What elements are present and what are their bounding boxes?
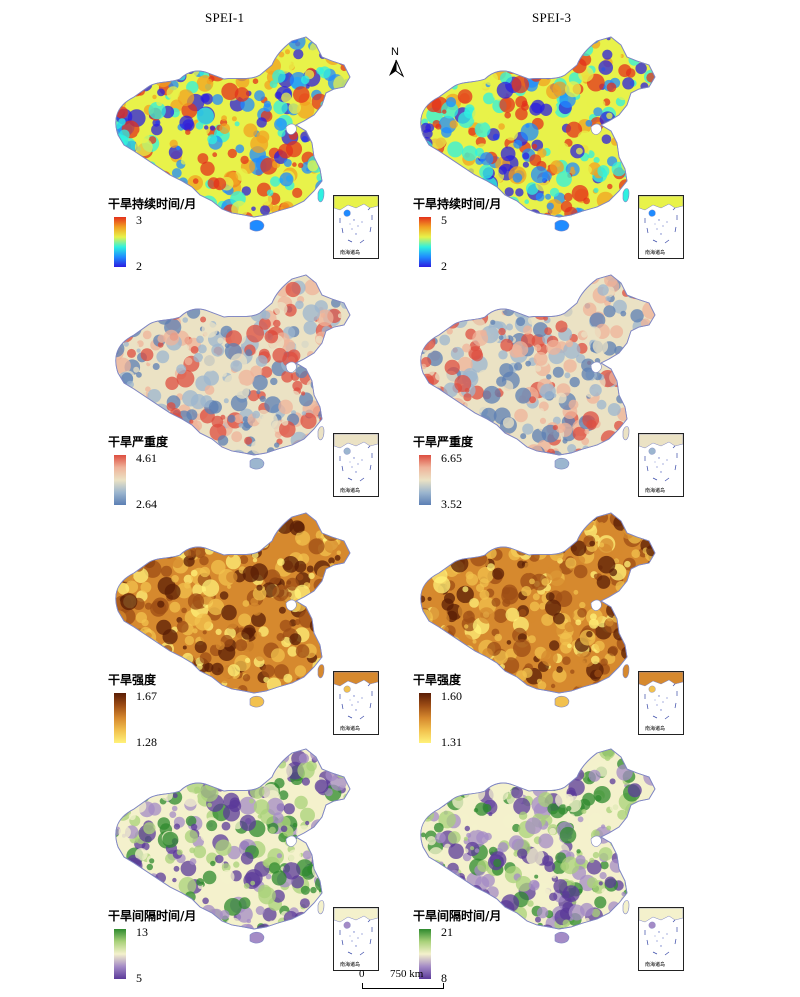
north-arrow: N: [386, 46, 406, 80]
legend-min: 8: [441, 971, 447, 985]
inset-label: 南海诸岛: [645, 250, 666, 256]
inset-label: 南海诸岛: [645, 726, 666, 732]
map-panel-row2-col2: 干旱严重度 6.65 3.52: [405, 273, 705, 511]
legend-max: 5: [441, 213, 447, 227]
legend-min: 3.52: [441, 497, 462, 511]
legend-title: 干旱强度: [108, 673, 157, 687]
legend-min: 1.31: [441, 735, 462, 749]
china-map: [115, 748, 351, 944]
legend-max: 6.65: [441, 451, 462, 465]
legend-title: 干旱持续时间/月: [413, 197, 502, 211]
column-title-spei3: SPEI-3: [532, 10, 572, 25]
inset-label: 南海诸岛: [340, 726, 361, 732]
legend-color-bar: [114, 693, 126, 743]
legend-max: 4.61: [136, 451, 157, 465]
taiwan-island: [622, 664, 630, 679]
legend-max: 21: [441, 925, 453, 939]
taiwan-island: [317, 900, 325, 915]
legend-min: 5: [136, 971, 142, 985]
inset-label: 南海诸岛: [645, 962, 666, 968]
inset-label: 南海诸岛: [340, 488, 361, 494]
legend-color-bar: [114, 217, 126, 267]
legend-min: 2: [136, 259, 142, 273]
legend-title: 干旱间隔时间/月: [413, 909, 502, 923]
china-map: [420, 748, 656, 944]
map-panel-row1-col2: 干旱持续时间/月 5 2: [405, 35, 705, 273]
north-arrow-icon: [389, 59, 405, 78]
hainan-island: [249, 931, 265, 944]
scale-bar: 0 750 km: [352, 965, 462, 993]
china-map: [115, 512, 351, 708]
scale-end: 750 km: [390, 968, 424, 980]
south-china-sea-inset: 南海诸岛: [333, 907, 379, 971]
inset-label: 南海诸岛: [340, 250, 361, 256]
legend-title: 干旱间隔时间/月: [108, 909, 197, 923]
hainan-island: [249, 457, 265, 470]
hainan-island: [554, 931, 570, 944]
china-map: [420, 512, 656, 708]
south-china-sea-inset: 南海诸岛: [638, 433, 684, 497]
legend-title: 干旱严重度: [413, 435, 474, 449]
legend-color-bar: [419, 455, 431, 505]
column-title-spei1: SPEI-1: [205, 10, 245, 25]
taiwan-island: [317, 664, 325, 679]
hainan-island: [249, 219, 265, 232]
south-china-sea-inset: 南海诸岛: [333, 195, 379, 259]
taiwan-island: [622, 188, 630, 203]
legend-min: 2: [441, 259, 447, 273]
china-map: [115, 36, 351, 232]
taiwan-island: [317, 426, 325, 441]
taiwan-island: [622, 900, 630, 915]
south-china-sea-inset: 南海诸岛: [638, 671, 684, 735]
legend-color-bar: [419, 217, 431, 267]
legend-title: 干旱强度: [413, 673, 462, 687]
map-panel-row2-col1: 干旱严重度 4.61 2.64: [100, 273, 400, 511]
map-panel-row3-col1: 干旱强度 1.67 1.28: [100, 511, 400, 749]
map-panel-row3-col2: 干旱强度 1.60 1.31: [405, 511, 705, 749]
inset-label: 南海诸岛: [340, 962, 361, 968]
south-china-sea-inset: 南海诸岛: [638, 907, 684, 971]
china-map: [420, 274, 656, 470]
map-panel-row1-col1: 干旱持续时间/月 3 2: [100, 35, 400, 273]
legend-min: 1.28: [136, 735, 157, 749]
hainan-island: [249, 695, 265, 708]
legend-max: 1.60: [441, 689, 462, 703]
south-china-sea-inset: 南海诸岛: [638, 195, 684, 259]
taiwan-island: [622, 426, 630, 441]
legend-title: 干旱严重度: [108, 435, 169, 449]
hainan-island: [554, 457, 570, 470]
legend-max: 1.67: [136, 689, 157, 703]
china-map: [115, 274, 351, 470]
legend-min: 2.64: [136, 497, 157, 511]
scale-line: [362, 983, 444, 989]
scale-zero: 0: [359, 968, 365, 980]
legend-color-bar: [419, 929, 431, 979]
legend-color-bar: [419, 693, 431, 743]
hainan-island: [554, 695, 570, 708]
inset-label: 南海诸岛: [645, 488, 666, 494]
legend-color-bar: [114, 929, 126, 979]
south-china-sea-inset: 南海诸岛: [333, 671, 379, 735]
legend-max: 13: [136, 925, 148, 939]
legend-title: 干旱持续时间/月: [108, 197, 197, 211]
map-panel-row4-col2: 干旱间隔时间/月 21 8: [405, 747, 705, 985]
taiwan-island: [317, 188, 325, 203]
legend-max: 3: [136, 213, 142, 227]
map-panel-row4-col1: 干旱间隔时间/月 13 5: [100, 747, 400, 985]
north-label: N: [391, 46, 399, 58]
legend-color-bar: [114, 455, 126, 505]
south-china-sea-inset: 南海诸岛: [333, 433, 379, 497]
hainan-island: [554, 219, 570, 232]
china-map: [420, 36, 656, 232]
